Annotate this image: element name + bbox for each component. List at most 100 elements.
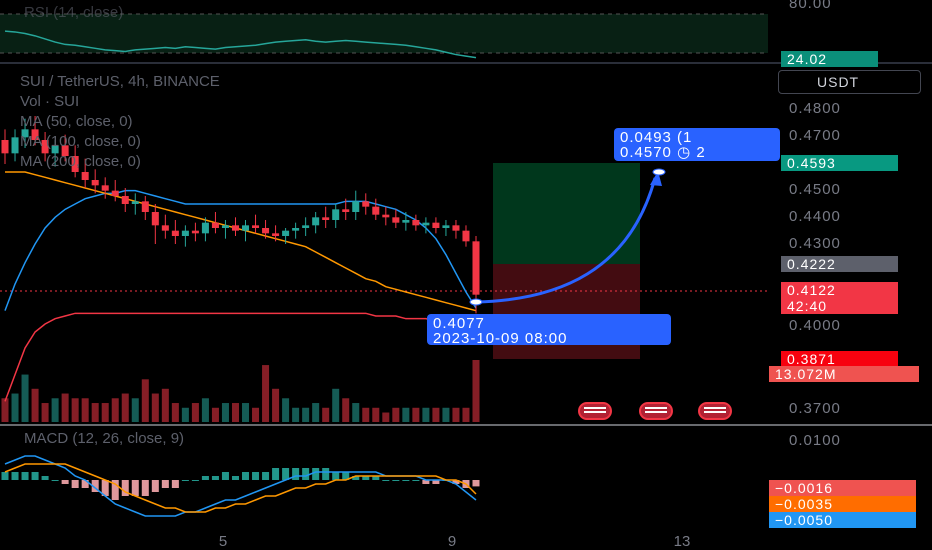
currency-unit-button[interactable]: USDT [778,70,921,94]
macd-histogram-bar [412,480,420,481]
volume-bar [111,398,119,422]
volume-bar [372,407,380,422]
candle-body [442,225,450,228]
candle-body [472,241,480,295]
macd-label[interactable]: MACD (12, 26, close, 9) [24,430,184,447]
volume-bar [231,403,239,422]
candle-body [282,230,290,236]
macd-signal-label: −0.0035 [769,496,916,512]
volume-bar [392,407,400,422]
volume-bar [191,403,199,422]
volume-bar [272,388,280,422]
us-flag-icon[interactable] [639,402,673,420]
indicator-ma50[interactable]: MA (50, close, 0) [20,113,133,130]
macd-tick: 0.0100 [789,432,841,449]
ma-line [5,171,477,312]
candle-body [31,129,39,140]
symbol-line[interactable]: SUI / TetherUS, 4h, BINANCE [20,73,220,90]
candle-body [462,230,470,242]
volume-bar [101,403,109,422]
candle-body [121,196,129,204]
volume-bar [292,407,300,422]
indicator-vol[interactable]: Vol · SUI [20,93,79,110]
candle-body [141,201,149,212]
candle-body [262,228,270,234]
macd-histogram-bar [1,472,9,480]
profit-zone [493,163,640,264]
volume-bar [412,407,420,422]
volume-bar [282,398,290,422]
macd-histogram-bar [472,480,480,487]
macd-histogram-bar [21,472,29,480]
macd-histogram-bar [91,480,99,492]
macd-histogram-bar [432,480,440,484]
volume-bar [11,393,19,422]
macd-line-label: −0.0050 [769,512,916,528]
macd-histogram-bar [81,480,89,488]
us-flag-icon[interactable] [578,402,612,420]
volume-bar [332,388,340,422]
candle-body [372,206,380,215]
candle-body [111,190,119,196]
candle-body [221,225,229,228]
candle-body [231,225,239,231]
us-flag-icon[interactable] [698,402,732,420]
price-tick: 0.4800 [789,100,841,117]
macd-histogram-bar [71,480,79,488]
candle-body [61,145,69,156]
volume-bar [352,403,360,422]
volume-bar [171,403,179,422]
target-callout[interactable]: 0.0493 (1 0.4570 ◷ 2 [614,128,780,161]
indicator-ma100[interactable]: MA (100, close, 0) [20,133,141,150]
ma-line [4,312,476,402]
signal-line [4,463,477,513]
volume-bar [161,388,169,422]
candle-countdown: 42:40 [781,298,898,314]
projection-arrow[interactable] [469,168,666,306]
macd-histogram-bar [282,468,290,480]
volume-bar [362,407,370,422]
macd-hist-label: −0.0016 [769,480,916,496]
price-tick: 0.4300 [789,235,841,252]
price-tick: 0.3700 [789,400,841,417]
candle-body [312,217,320,226]
volume-bars [1,360,480,422]
macd-histogram-bar [141,480,149,496]
volume-bar [442,407,450,422]
volume-bar [462,407,470,422]
candle-body [171,230,179,236]
macd-histogram-bar [51,480,59,481]
price-tick: 0.4700 [789,127,841,144]
indicator-text: MA (100, close, 0) [20,133,141,150]
volume-bar [151,393,159,422]
macd-histogram-bar [201,476,209,480]
macd-histogram-bar [211,476,219,480]
target-extra: 2 [696,144,706,161]
volume-bar [61,393,69,422]
volume-bar [141,379,149,422]
price-tick: 0.4000 [789,317,841,334]
macd-histogram-bar [11,472,19,480]
indicator-ma200[interactable]: MA (200, close, 0) [20,153,141,170]
volume-bar [312,403,320,422]
volume-bar [131,398,139,422]
macd-histogram-bar [221,472,229,480]
candle-body [452,225,460,231]
candle-body [332,209,340,220]
macd-histogram-bar [392,480,400,481]
macd-histogram-bar [191,480,199,481]
macd-label-text: MACD (12, 26, close, 9) [24,430,185,447]
macd-histogram-bar [131,480,139,496]
macd-histogram-bar [352,476,360,480]
volume-bar [452,407,460,422]
macd-histogram-bar [272,468,280,480]
target-price-label: 0.4593 [781,155,898,171]
macd-histogram-bar [402,480,410,481]
time-axis[interactable]: 5 9 13 [219,533,691,550]
entry-callout[interactable]: 0.4077 2023-10-09 08:00 [427,314,671,345]
candle-body [342,209,350,212]
volume-bar [402,407,410,422]
moving-averages [4,171,477,402]
macd-histogram-bar [262,472,270,480]
